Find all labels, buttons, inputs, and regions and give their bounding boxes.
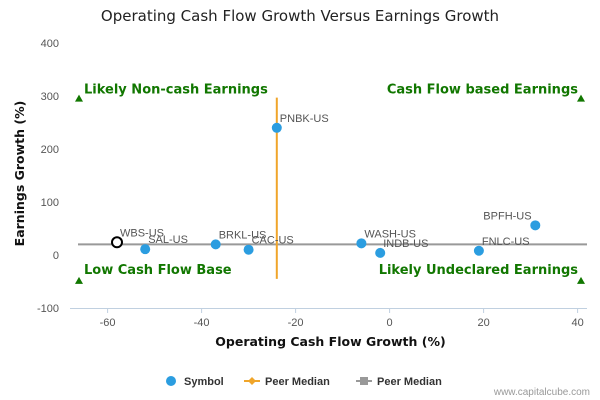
x-tick-label: -40 (194, 317, 210, 329)
data-point[interactable] (140, 244, 151, 255)
data-point[interactable] (243, 244, 254, 255)
x-tick-label: 0 (387, 317, 393, 329)
legend-vertical-median-marker (248, 377, 256, 385)
data-point-label: WBS-US (120, 227, 164, 239)
data-point-label: CAC-US (252, 235, 294, 247)
quadrant-marker-bottom-left (75, 276, 83, 284)
y-tick-label: 0 (53, 250, 59, 262)
y-tick-label: 200 (41, 144, 59, 156)
quadrant-marker-top-right (577, 94, 585, 102)
data-point[interactable] (271, 122, 282, 133)
quadrant-label-bottom-left: Low Cash Flow Base (84, 263, 232, 278)
data-point[interactable] (473, 245, 484, 256)
data-point[interactable] (210, 239, 221, 250)
y-tick-label: -100 (37, 303, 59, 315)
credit-text: www.capitalcube.com (493, 387, 590, 398)
legend-vertical-median-label[interactable]: Peer Median (265, 376, 330, 388)
data-point-label: INDB-US (383, 238, 428, 250)
legend[interactable]: Symbol Peer Median Peer Median (166, 376, 442, 388)
data-point[interactable] (356, 238, 367, 249)
legend-horizontal-median-marker (360, 377, 368, 385)
x-tick-label: 20 (477, 317, 489, 329)
data-point-label: WASH-US (364, 228, 416, 240)
data-point-highlight[interactable] (111, 236, 123, 249)
data-point[interactable] (530, 220, 541, 231)
legend-horizontal-median-label[interactable]: Peer Median (377, 376, 442, 388)
data-point-label: FNLC-US (482, 236, 530, 248)
peer-median-lines (78, 97, 587, 279)
data-point[interactable] (375, 247, 386, 258)
y-tick-label: 300 (41, 91, 59, 103)
quadrant-labels: Likely Non-cash Earnings Cash Flow based … (75, 83, 585, 284)
quadrant-marker-bottom-right (577, 276, 585, 284)
y-axis-title: Earnings Growth (%) (12, 101, 27, 247)
quadrant-label-top-left: Likely Non-cash Earnings (84, 83, 268, 98)
data-point-label: PNBK-US (280, 113, 329, 125)
y-tick-label: 400 (41, 38, 59, 50)
legend-symbol-label[interactable]: Symbol (184, 376, 224, 388)
legend-symbol-marker (166, 376, 176, 386)
data-point-label: BRKL-US (219, 229, 267, 241)
x-tick-label: -20 (288, 317, 304, 329)
data-point-label: SAL-US (148, 234, 188, 246)
data-point-label: BPFH-US (483, 210, 531, 222)
chart-title: Operating Cash Flow Growth Versus Earnin… (101, 7, 499, 25)
x-tick-label: 40 (571, 317, 583, 329)
x-axis-ticks: -60 -40 -20 0 20 40 (100, 308, 584, 329)
quadrant-marker-top-left (75, 94, 83, 102)
y-axis-ticks: -100 0 100 200 300 400 (37, 38, 59, 315)
x-tick-label: -60 (100, 317, 116, 329)
y-tick-label: 100 (41, 197, 59, 209)
quadrant-label-top-right: Cash Flow based Earnings (387, 83, 578, 98)
quadrant-label-bottom-right: Likely Undeclared Earnings (379, 263, 579, 278)
x-axis-title: Operating Cash Flow Growth (%) (215, 334, 445, 349)
